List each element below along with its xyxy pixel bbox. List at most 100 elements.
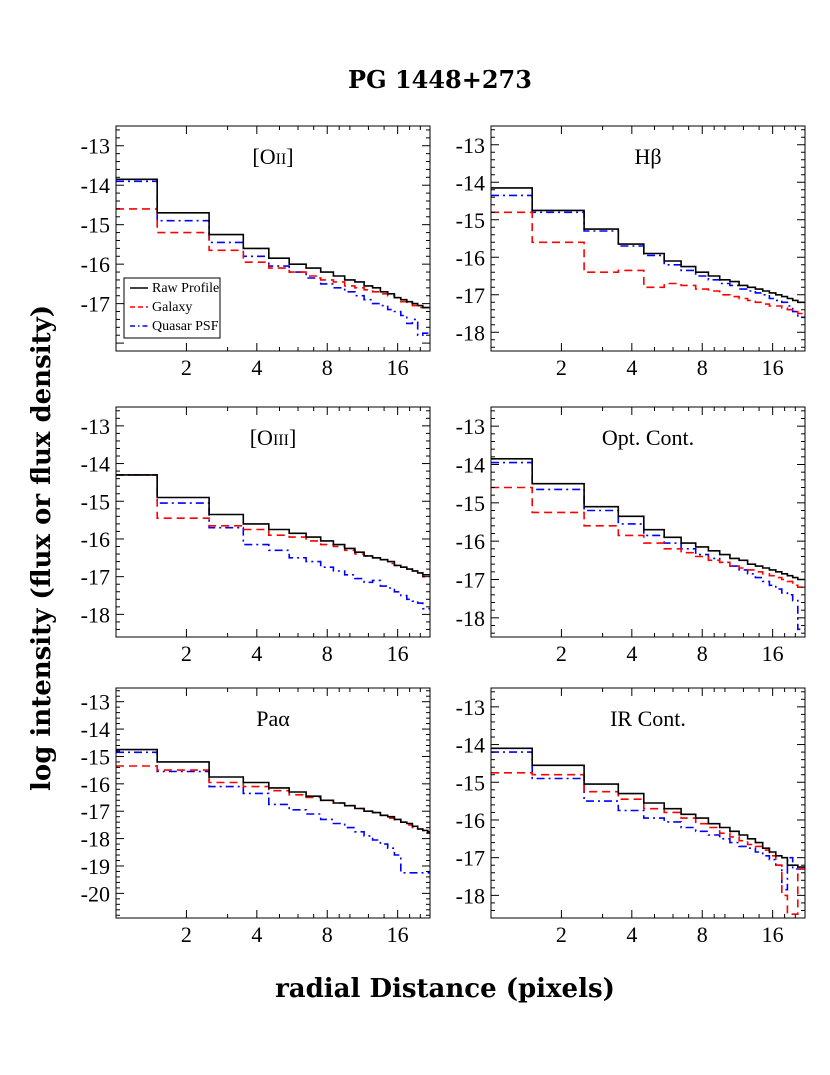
plot-frame <box>115 406 431 638</box>
y-tick-label: -14 <box>81 173 110 198</box>
panels: 2 4 8 16-13-14-15-16-17[OII]Raw ProfileGala… <box>81 125 806 947</box>
panel-label: Paα <box>256 706 290 731</box>
series-raw-profile <box>491 747 805 868</box>
series-raw-profile <box>116 748 430 833</box>
panel-label-sub: III <box>273 432 289 449</box>
y-tick-label: -13 <box>456 133 485 158</box>
x-tick-label: 4 <box>626 355 637 380</box>
y-tick-label: -17 <box>81 292 110 317</box>
x-tick-label: 2 <box>181 355 192 380</box>
y-tick-label: -13 <box>81 414 110 439</box>
series-quasar-psf <box>491 751 805 891</box>
panel-1: 2 4 8 16 -13 -14 -15 -16 -17 [OII] Raw Profile Gala… <box>81 125 431 380</box>
panel-label: [OIII] <box>250 425 297 450</box>
x-tick-label: 16 <box>387 355 409 380</box>
series-galaxy <box>491 772 805 915</box>
y-tick-label: -15 <box>81 213 110 238</box>
x-tick-label: 4 <box>626 922 637 947</box>
x-tick-label: 8 <box>322 641 333 666</box>
series-raw-profile <box>491 187 805 304</box>
y-tick-label: -13 <box>456 414 485 439</box>
plot-frame <box>490 406 806 638</box>
x-tick-label: 2 <box>556 641 567 666</box>
series-raw-profile <box>116 178 430 309</box>
y-tick-label: -16 <box>456 808 485 833</box>
x-tick-label: 4 <box>251 355 262 380</box>
series-galaxy <box>116 474 430 578</box>
x-tick-label: 16 <box>762 641 784 666</box>
plot-frame <box>490 125 806 352</box>
panel-5: 2 4 8 16 -13-14-15 -16-17 -18-19-20 Paα <box>81 687 431 947</box>
y-tick-label: -20 <box>81 881 110 906</box>
series-quasar-psf <box>116 751 430 874</box>
series-galaxy <box>116 208 430 309</box>
x-tick-label: 2 <box>181 641 192 666</box>
x-tick-label: 16 <box>387 922 409 947</box>
x-tick-label: 8 <box>322 355 333 380</box>
series-galaxy <box>491 486 805 588</box>
panel-label-bracket: ] <box>286 144 293 169</box>
y-tick-label: -15 <box>456 208 485 233</box>
y-tick-label: -13 <box>456 695 485 720</box>
y-tick-label: -14 <box>81 452 110 477</box>
legend-entry: Quasar PSF <box>152 319 219 334</box>
series-raw-profile <box>491 458 805 581</box>
x-tick-label: 4 <box>251 641 262 666</box>
panel-label-main: Opt. Cont. <box>602 425 694 450</box>
panel-label-main: Hβ <box>634 144 661 169</box>
x-tick-label: 16 <box>762 922 784 947</box>
series-galaxy <box>116 765 430 834</box>
y-tick-label: -16 <box>81 772 110 797</box>
y-tick-label: -17 <box>456 568 485 593</box>
panel-label: [OII] <box>252 144 293 169</box>
y-tick-label: -17 <box>81 565 110 590</box>
legend-entry: Raw Profile <box>152 281 219 296</box>
y-tick-label: -18 <box>456 320 485 345</box>
y-tick-label: -15 <box>81 489 110 514</box>
panel-label-main: [O <box>250 425 273 450</box>
y-tick-label: -19 <box>81 854 110 879</box>
panel-label: IR Cont. <box>610 706 686 731</box>
y-tick-label: -14 <box>456 170 485 195</box>
y-tick-label: -16 <box>456 245 485 270</box>
x-tick-label: 4 <box>626 641 637 666</box>
panel-label-sub: II <box>276 151 287 168</box>
y-tick-label: -13 <box>81 134 110 159</box>
y-tick-label: -17 <box>81 799 110 824</box>
x-axis-label: radial Distance (pixels) <box>275 974 615 1004</box>
y-tick-label: -18 <box>456 883 485 908</box>
y-tick-label: -17 <box>456 846 485 871</box>
x-tick-label: 8 <box>697 355 708 380</box>
panel-label-bracket: ] <box>289 425 296 450</box>
plot-frame <box>115 125 431 352</box>
x-tick-label: 16 <box>387 641 409 666</box>
panel-label-main: IR Cont. <box>610 706 686 731</box>
x-tick-label: 2 <box>556 922 567 947</box>
y-tick-label: -16 <box>81 527 110 552</box>
x-tick-label: 8 <box>322 922 333 947</box>
panel-3: 2 4 8 16 -13 -14 -15 -16 -17 -18 [OIII] <box>81 406 431 666</box>
y-axis-label: log intensity (flux or flux density) <box>27 305 57 791</box>
x-tick-label: 2 <box>181 922 192 947</box>
y-tick-label: -18 <box>81 827 110 852</box>
legend: Raw Profile Galaxy Quasar PSF <box>123 277 221 339</box>
series-quasar-psf <box>116 474 430 610</box>
y-tick-label: -14 <box>456 453 485 478</box>
series-raw-profile <box>116 474 430 576</box>
panel-label: Opt. Cont. <box>602 425 694 450</box>
y-tick-label: -15 <box>81 744 110 769</box>
figure-title: PG 1448+273 <box>348 65 532 94</box>
plot-frame <box>490 687 806 919</box>
x-tick-label: 2 <box>556 355 567 380</box>
x-tick-label: 8 <box>697 922 708 947</box>
series-quasar-psf <box>491 194 805 319</box>
x-tick-label: 4 <box>251 922 262 947</box>
legend-entry: Galaxy <box>152 300 192 315</box>
series-quasar-psf <box>491 461 805 631</box>
y-tick-label: -16 <box>81 252 110 277</box>
y-tick-label: -14 <box>81 717 110 742</box>
y-tick-label: -17 <box>456 283 485 308</box>
series-galaxy <box>491 211 805 315</box>
panel-label-main: [O <box>252 144 275 169</box>
y-tick-label: -14 <box>456 733 485 758</box>
